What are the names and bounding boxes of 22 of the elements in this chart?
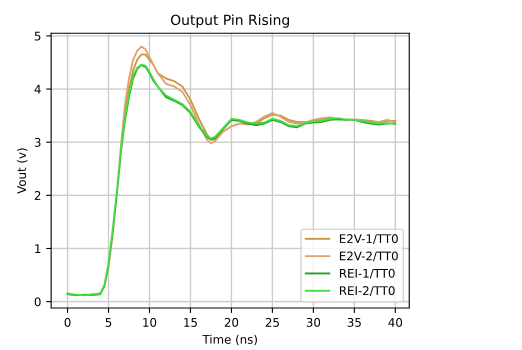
x-tick-label: 15: [184, 318, 197, 327]
y-tick-label: 5: [34, 32, 40, 41]
legend-label: REI-1/TT0: [340, 268, 395, 279]
x-tick-label: 0: [64, 318, 71, 327]
legend-label: REI-2/TT0: [340, 286, 395, 296]
x-tick-label: 10: [143, 318, 156, 327]
x-tick-label: 5: [106, 318, 112, 327]
x-tick-label: 40: [388, 318, 402, 327]
x-tick-label: 30: [306, 318, 320, 327]
y-tick-label: 1: [35, 244, 40, 253]
y-axis-title: Vout (v): [16, 148, 28, 194]
x-axis-title: Time (ns): [202, 334, 257, 346]
x-tick-label: 35: [348, 318, 361, 327]
chart-title: Output Pin Rising: [170, 14, 289, 28]
y-tick-label: 4: [34, 84, 41, 94]
y-tick-label: 3: [34, 138, 40, 147]
x-tick-label: 25: [266, 318, 279, 327]
legend-label: E2V-2/TT0: [340, 252, 398, 262]
y-tick-label: 2: [34, 191, 40, 200]
x-tick-label: 20: [224, 318, 238, 327]
legend-label: E2V-1/TT0: [340, 234, 398, 244]
y-tick-label: 0: [34, 297, 41, 306]
